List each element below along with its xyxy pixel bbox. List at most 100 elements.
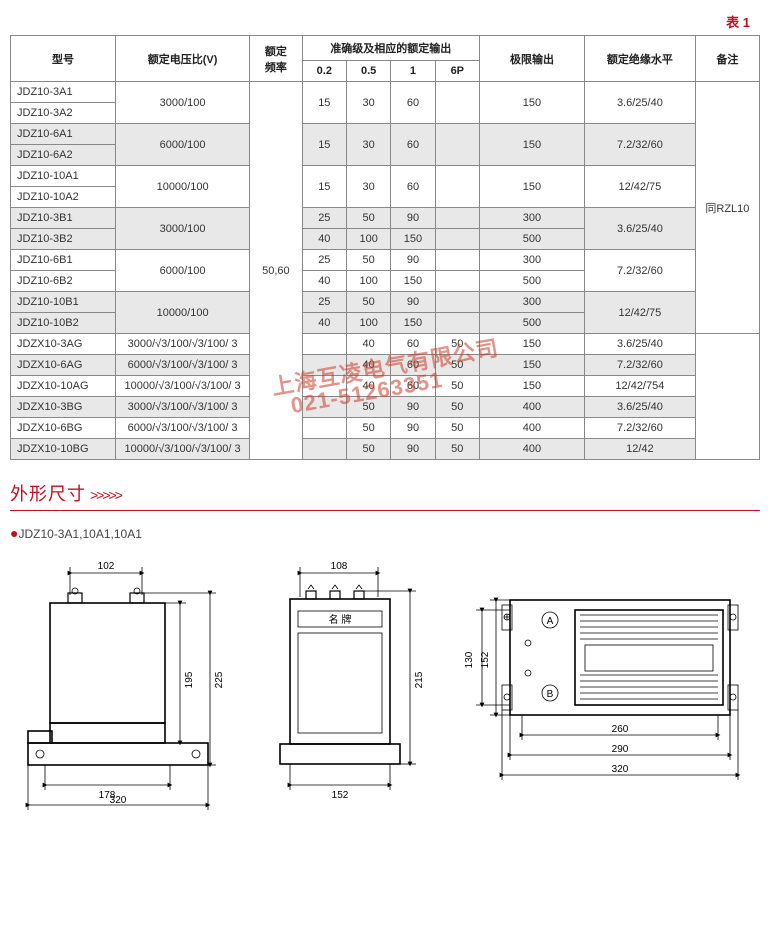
section-divider (10, 510, 760, 511)
table-model: JDZ10-10A2 (11, 187, 116, 208)
table-cell: 60 (391, 355, 435, 376)
svg-text:152: 152 (480, 651, 491, 668)
table-limit: 150 (479, 376, 584, 397)
table-cell: 50 (346, 439, 390, 460)
table-cell (435, 250, 479, 271)
table-model: JDZX10-10BG (11, 439, 116, 460)
table-limit: 150 (479, 124, 584, 166)
th-acc-1: 1 (391, 61, 435, 82)
section-dimensions: 外形尺寸>>>>> (10, 480, 760, 506)
table-cell (302, 355, 346, 376)
th-model: 型号 (11, 36, 116, 82)
table-cell: 50 (435, 334, 479, 355)
table-model: JDZX10-6BG (11, 418, 116, 439)
table-cell: 90 (391, 250, 435, 271)
table-cell: 90 (391, 292, 435, 313)
th-acc-05: 0.5 (346, 61, 390, 82)
table-cell (435, 271, 479, 292)
table-model: JDZX10-3AG (11, 334, 116, 355)
table-cell: 50 (346, 418, 390, 439)
table-model: JDZ10-10B2 (11, 313, 116, 334)
table-cell: 50 (435, 397, 479, 418)
table-cell: 150 (391, 313, 435, 334)
table-model: JDZ10-10B1 (11, 292, 116, 313)
table-cell: 15 (302, 166, 346, 208)
table-model: JDZ10-6A1 (11, 124, 116, 145)
table-model: JDZ10-6B2 (11, 271, 116, 292)
table-cell (435, 208, 479, 229)
table-cell: 25 (302, 208, 346, 229)
table-cell: 15 (302, 124, 346, 166)
table-ratio: 6000/√3/100/√3/100/ 3 (116, 355, 250, 376)
table-cell (435, 166, 479, 208)
table-cell: 60 (391, 376, 435, 397)
table-cell: 50 (346, 208, 390, 229)
th-acc-02: 0.2 (302, 61, 346, 82)
table-ratio: 10000/100 (116, 292, 250, 334)
table-limit: 150 (479, 166, 584, 208)
table-ratio: 3000/√3/100/√3/100/ 3 (116, 334, 250, 355)
table-ins: 3.6/25/40 (584, 334, 695, 355)
table-cell: 100 (346, 271, 390, 292)
table-model: JDZ10-3A2 (11, 103, 116, 124)
table-ratio: 10000/√3/100/√3/100/ 3 (116, 376, 250, 397)
th-limit: 极限输出 (479, 36, 584, 82)
table-cell (302, 397, 346, 418)
table-number: 表 1 (10, 10, 760, 35)
table-cell: 40 (302, 229, 346, 250)
table-model: JDZX10-10AG (11, 376, 116, 397)
table-cell: 30 (346, 124, 390, 166)
table-cell (435, 313, 479, 334)
table-cell: 25 (302, 250, 346, 271)
table-cell: 30 (346, 82, 390, 124)
table-cell: 40 (346, 334, 390, 355)
table-cell: 50 (435, 355, 479, 376)
th-remark: 备注 (695, 36, 759, 82)
table-cell: 50 (435, 376, 479, 397)
table-limit: 400 (479, 397, 584, 418)
svg-text:320: 320 (110, 795, 127, 806)
table-cell: 60 (391, 82, 435, 124)
table-ratio: 6000/100 (116, 250, 250, 292)
table-ins: 12/42/754 (584, 376, 695, 397)
table-limit: 400 (479, 418, 584, 439)
svg-text:215: 215 (414, 671, 425, 688)
table-limit: 500 (479, 313, 584, 334)
table-remark: 同RZL10 (695, 82, 759, 334)
table-limit: 400 (479, 439, 584, 460)
side-view-diagram: 108 名 牌 152 215 (260, 555, 440, 815)
table-model: JDZX10-6AG (11, 355, 116, 376)
table-cell: 25 (302, 292, 346, 313)
svg-text:152: 152 (332, 790, 349, 801)
table-cell (302, 376, 346, 397)
table-cell: 50 (435, 439, 479, 460)
table-model: JDZ10-6A2 (11, 145, 116, 166)
table-cell: 60 (391, 124, 435, 166)
table-cell: 15 (302, 82, 346, 124)
table-cell: 60 (391, 334, 435, 355)
table-limit: 150 (479, 334, 584, 355)
table-ins: 7.2/32/60 (584, 355, 695, 376)
table-cell: 40 (346, 355, 390, 376)
table-cell: 90 (391, 397, 435, 418)
table-ratio: 3000/100 (116, 82, 250, 124)
table-model: JDZ10-3B1 (11, 208, 116, 229)
table-ins: 3.6/25/40 (584, 208, 695, 250)
table-cell (302, 439, 346, 460)
table-ins: 3.6/25/40 (584, 397, 695, 418)
table-ratio: 3000/100 (116, 208, 250, 250)
table-cell: 50 (346, 250, 390, 271)
table-cell: 150 (391, 229, 435, 250)
table-cell: 50 (346, 397, 390, 418)
table-cell (435, 82, 479, 124)
svg-text:108: 108 (331, 561, 348, 572)
table-limit: 150 (479, 82, 584, 124)
th-insulation: 额定绝缘水平 (584, 36, 695, 82)
top-view-diagram: A B 130 152 260 290 320 (460, 575, 760, 815)
svg-text:320: 320 (612, 764, 629, 775)
th-voltage: 额定电压比(V) (116, 36, 250, 82)
table-ratio: 10000/√3/100/√3/100/ 3 (116, 439, 250, 460)
svg-text:260: 260 (612, 724, 629, 735)
front-view-diagram: 102 178 320 195 225 (10, 555, 240, 815)
table-cell: 90 (391, 418, 435, 439)
